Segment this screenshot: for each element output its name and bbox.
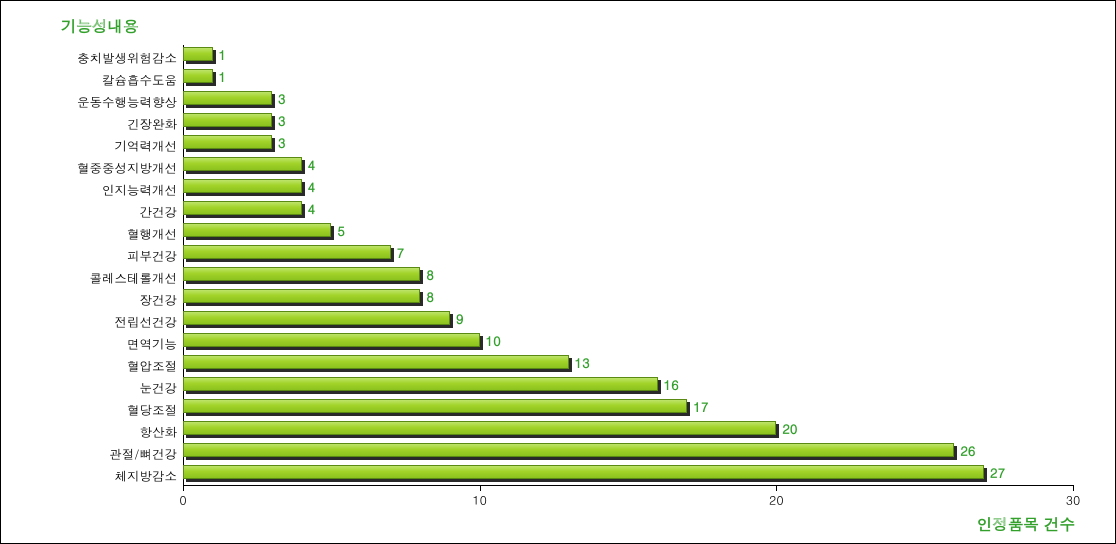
bar-value: 4 [308, 155, 316, 174]
bar-value: 10 [486, 331, 501, 350]
bar-label: 관절/뼈건강 [109, 445, 177, 463]
bar-value: 4 [308, 177, 316, 196]
bar [183, 465, 984, 479]
bar-value: 1 [219, 67, 227, 86]
bar [183, 135, 272, 149]
bar [183, 201, 302, 215]
bar-value: 3 [278, 89, 286, 108]
bar-label: 항산화 [140, 423, 178, 441]
bar-label: 운동수행능력향상 [77, 93, 177, 111]
bar-value: 20 [782, 419, 797, 438]
bar-label: 눈건강 [140, 379, 178, 397]
bar [183, 355, 569, 369]
bar-label: 혈압조절 [127, 357, 177, 375]
bar-label: 면역기능 [127, 335, 177, 353]
plot-area: 충치발생위험감소1칼슘흡수도움1운동수행능력향상3긴장완화3기억력개선3혈중중성… [183, 45, 1073, 485]
y-axis-title: 기능성내용 [61, 15, 139, 37]
bar [183, 377, 658, 391]
bar [183, 399, 687, 413]
bar-label: 전립선건강 [115, 313, 178, 331]
bar-value: 17 [693, 397, 708, 416]
x-axis [183, 485, 1073, 486]
bar-value: 9 [456, 309, 464, 328]
bar [183, 157, 302, 171]
bar [183, 267, 420, 281]
bar-value: 26 [960, 441, 975, 460]
x-tick-label: 10 [472, 491, 487, 509]
bar [183, 47, 213, 61]
x-tick-label: 20 [769, 491, 784, 509]
bar [183, 245, 391, 259]
x-tick-label: 0 [179, 491, 186, 509]
bar-value: 3 [278, 111, 286, 130]
bar-value: 8 [426, 265, 434, 284]
bar [183, 113, 272, 127]
bar [183, 69, 213, 83]
bar-label: 혈행개선 [127, 225, 177, 243]
bar-label: 체지방감소 [115, 467, 178, 485]
bar-label: 칼슘흡수도움 [102, 71, 177, 89]
chart-frame: 기능성내용 인정품목 건수 충치발생위험감소1칼슘흡수도움1운동수행능력향상3긴… [0, 0, 1116, 544]
bar-value: 27 [990, 463, 1005, 482]
bar-label: 혈당조절 [127, 401, 177, 419]
bar-label: 혈중중성지방개선 [77, 159, 177, 177]
bar [183, 311, 450, 325]
bar [183, 91, 272, 105]
bar-value: 13 [575, 353, 590, 372]
bar [183, 179, 302, 193]
bar-label: 충치발생위험감소 [77, 49, 177, 67]
bar [183, 421, 776, 435]
bar-value: 1 [219, 45, 227, 64]
bar-label: 간건강 [140, 203, 178, 221]
bar [183, 223, 331, 237]
bar-label: 기억력개선 [115, 137, 178, 155]
bar-label: 인지능력개선 [102, 181, 177, 199]
bar-label: 긴장완화 [127, 115, 177, 133]
bar [183, 443, 954, 457]
x-axis-title: 인정품목 건수 [977, 513, 1075, 535]
bar-label: 콜레스테롤개선 [90, 269, 178, 287]
bar-value: 4 [308, 199, 316, 218]
bar-value: 3 [278, 133, 286, 152]
bar-label: 장건강 [140, 291, 178, 309]
bar-label: 피부건강 [127, 247, 177, 265]
bar-value: 5 [337, 221, 345, 240]
bar-value: 16 [664, 375, 679, 394]
bars-container: 충치발생위험감소1칼슘흡수도움1운동수행능력향상3긴장완화3기억력개선3혈중중성… [183, 45, 1073, 485]
bar [183, 289, 420, 303]
x-tick-label: 30 [1066, 491, 1081, 509]
bar-value: 7 [397, 243, 405, 262]
bar-value: 8 [426, 287, 434, 306]
bar [183, 333, 480, 347]
